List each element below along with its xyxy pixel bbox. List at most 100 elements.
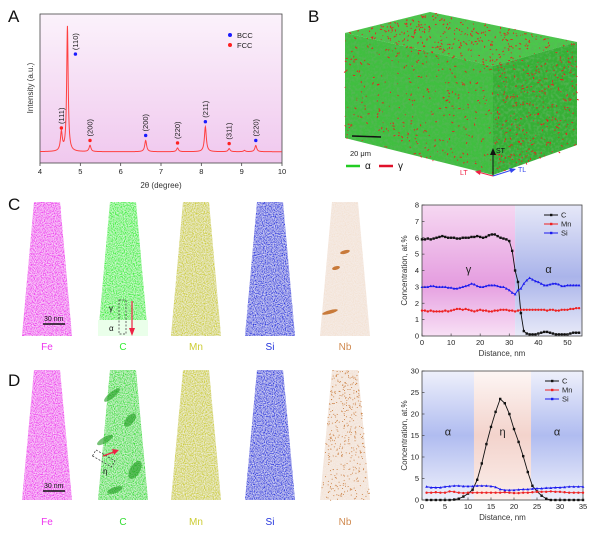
nb-atom <box>356 383 358 385</box>
peak-hkl-label: (200) <box>86 118 95 136</box>
nb-atom <box>361 494 363 495</box>
data-point-mn <box>516 309 520 312</box>
austenite-speck <box>505 132 508 134</box>
austenite-speck <box>381 26 383 28</box>
legend-marker-mn <box>550 222 553 226</box>
nb-atom <box>337 379 339 381</box>
austenite-speck <box>471 34 473 37</box>
austenite-speck <box>440 42 443 45</box>
austenite-speck <box>440 48 442 50</box>
austenite-speck <box>427 26 431 29</box>
austenite-speck <box>504 76 507 79</box>
austenite-speck <box>449 27 451 29</box>
austenite-speck <box>525 162 528 165</box>
nb-atom <box>347 409 349 411</box>
austenite-speck <box>518 158 521 161</box>
austenite-speck <box>557 87 560 90</box>
data-point-c <box>487 234 491 237</box>
austenite-speck <box>367 63 369 65</box>
austenite-speck <box>390 122 392 124</box>
nb-atom <box>362 442 364 444</box>
profile-arrow-d <box>102 451 115 457</box>
data-point-c <box>540 331 543 334</box>
austenite-speck <box>389 38 392 40</box>
data-point-si <box>566 283 569 287</box>
austenite-speck <box>561 75 564 77</box>
peak-marker-fcc <box>175 141 180 145</box>
nb-atom <box>343 480 345 482</box>
nb-atom <box>346 405 347 406</box>
austenite-speck <box>521 139 525 142</box>
austenite-speck <box>407 132 410 136</box>
nb-atom <box>349 468 351 470</box>
nb-atom <box>353 480 355 482</box>
nb-atom <box>327 497 329 499</box>
data-point-c <box>453 498 456 501</box>
data-point-c <box>490 233 494 236</box>
austenite-speck <box>504 101 507 103</box>
austenite-speck <box>442 139 444 141</box>
austenite-speck <box>532 104 535 106</box>
phase-region-label: α <box>445 427 452 439</box>
austenite-speck <box>546 59 548 61</box>
austenite-speck <box>502 123 504 126</box>
austenite-speck <box>465 20 467 22</box>
data-point-mn <box>476 491 479 494</box>
y-tick-label: 2 <box>415 299 419 308</box>
nb-atom <box>361 415 363 417</box>
nb-atom <box>343 468 345 470</box>
nb-atom <box>359 405 361 406</box>
austenite-speck <box>398 132 400 134</box>
nb-atom <box>330 482 332 484</box>
austenite-speck <box>414 28 416 31</box>
nb-atom <box>337 430 339 432</box>
austenite-speck <box>346 133 348 136</box>
nb-atom <box>349 460 351 462</box>
nb-atom <box>336 374 337 376</box>
data-point-c <box>574 331 578 334</box>
austenite-speck <box>396 52 399 55</box>
austenite-speck <box>354 107 357 110</box>
nb-atom <box>346 425 348 427</box>
nb-atom <box>328 462 330 463</box>
austenite-speck <box>476 81 479 84</box>
austenite-speck <box>432 15 434 17</box>
austenite-speck <box>562 79 564 81</box>
austenite-speck <box>417 59 420 62</box>
austenite-speck <box>525 102 529 105</box>
nb-atom <box>350 457 352 459</box>
austenite-speck <box>563 106 566 108</box>
data-point-si <box>557 283 561 286</box>
austenite-speck <box>569 98 571 102</box>
nb-atom <box>340 443 341 445</box>
nb-atom <box>344 491 346 493</box>
austenite-speck <box>531 72 533 74</box>
austenite-speck <box>388 49 390 51</box>
austenite-speck <box>403 125 405 127</box>
austenite-speck <box>523 88 525 90</box>
austenite-speck <box>571 51 573 53</box>
austenite-speck <box>467 91 470 94</box>
austenite-speck <box>370 36 373 39</box>
austenite-speck <box>459 156 462 158</box>
data-point-mn <box>461 308 464 311</box>
austenite-speck <box>446 23 449 26</box>
austenite-speck <box>504 138 507 141</box>
panel-label-c: C <box>8 195 20 214</box>
nb-atom <box>340 474 342 476</box>
nb-atom <box>333 440 335 442</box>
nb-atom <box>351 414 353 416</box>
nb-atom <box>330 391 332 392</box>
austenite-speck <box>435 121 437 123</box>
data-point-mn <box>540 490 543 494</box>
nb-atom <box>331 378 333 380</box>
austenite-speck <box>346 137 348 139</box>
austenite-speck <box>525 155 527 158</box>
austenite-speck <box>398 40 400 43</box>
nb-atom <box>327 455 329 456</box>
austenite-speck <box>404 23 407 25</box>
y-tick-label: 0 <box>415 332 419 341</box>
nb-atom <box>327 480 329 482</box>
austenite-speck <box>490 43 492 46</box>
austenite-speck <box>549 144 551 146</box>
